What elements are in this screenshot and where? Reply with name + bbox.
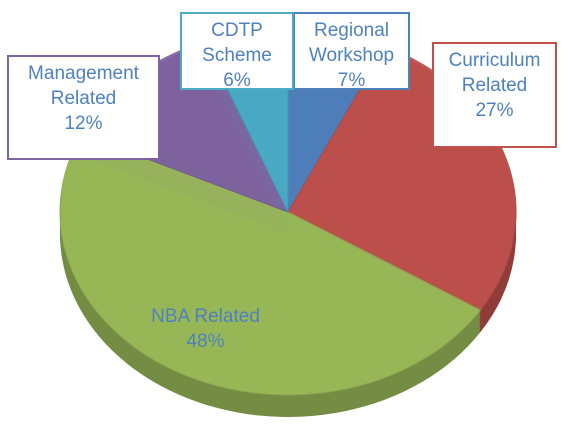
label-name: Curriculum Related: [448, 50, 541, 96]
data-label: Regional Workshop 7%: [293, 12, 410, 91]
data-label: Management Related 12%: [7, 55, 160, 160]
label-value: 27%: [475, 100, 514, 121]
label-name: CDTP Scheme: [202, 20, 272, 66]
label-name: NBA Related: [151, 306, 260, 327]
label-name: Management Related: [28, 63, 139, 109]
label-name: Regional Workshop: [308, 20, 395, 66]
label-value: 7%: [337, 70, 366, 91]
data-label: Curriculum Related 27%: [432, 42, 557, 148]
slice: [59, 133, 482, 396]
label-value: 6%: [223, 70, 251, 91]
data-label: NBA Related 48%: [118, 300, 293, 378]
label-value: 12%: [64, 113, 103, 134]
label-value: 48%: [186, 331, 225, 352]
data-label: CDTP Scheme 6%: [180, 12, 294, 91]
